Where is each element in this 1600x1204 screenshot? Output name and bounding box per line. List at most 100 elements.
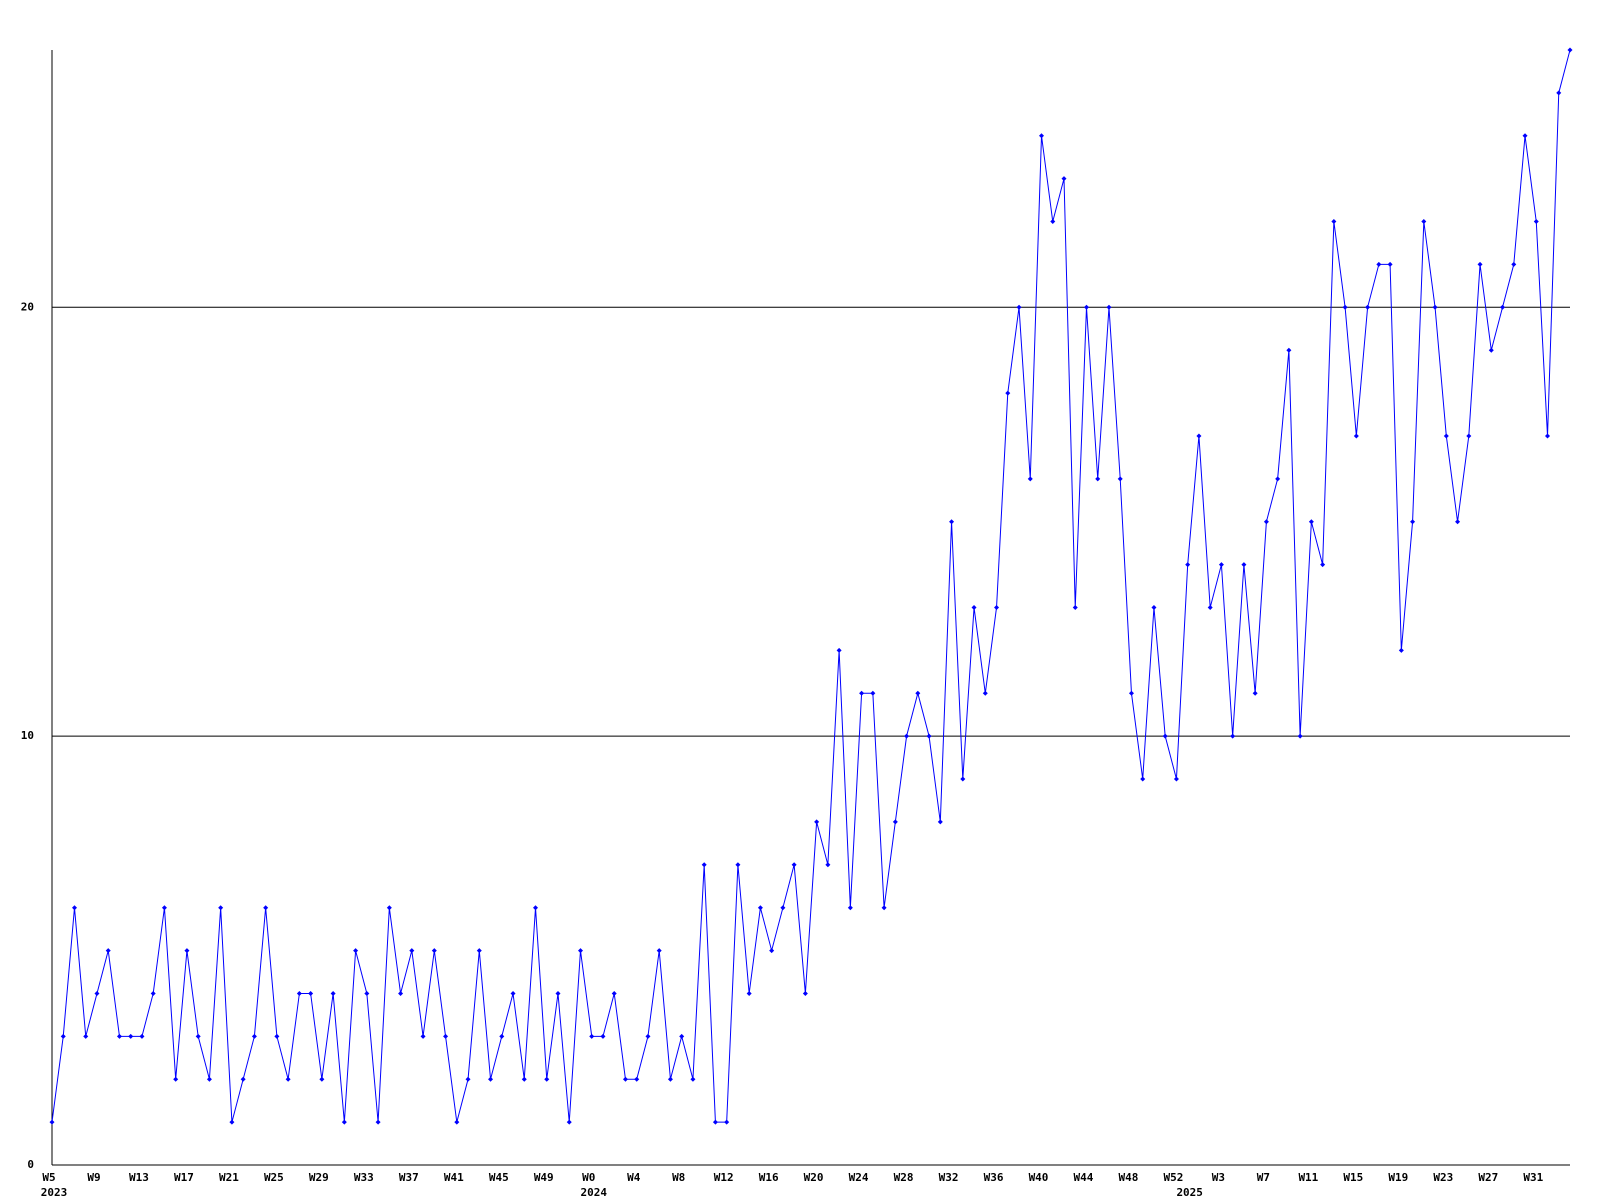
data-point bbox=[1365, 304, 1371, 310]
data-point bbox=[1151, 605, 1157, 610]
data-point bbox=[1050, 219, 1056, 225]
data-point bbox=[206, 1076, 212, 1082]
x-tick-label: W0 bbox=[582, 1171, 595, 1184]
x-tick-label: W52 bbox=[1164, 1171, 1184, 1184]
x-tick-label: W24 bbox=[849, 1171, 869, 1184]
data-point bbox=[105, 948, 111, 954]
data-point bbox=[1252, 690, 1258, 696]
data-point bbox=[49, 1119, 55, 1125]
x-tick-label: W17 bbox=[174, 1171, 194, 1184]
data-point bbox=[1117, 476, 1123, 482]
data-point bbox=[1455, 519, 1461, 525]
data-point bbox=[814, 819, 820, 825]
data-point bbox=[443, 1033, 449, 1039]
data-point bbox=[870, 690, 876, 696]
x-tick-label: W32 bbox=[939, 1171, 959, 1184]
year-label: 2023 bbox=[41, 1186, 68, 1199]
data-point bbox=[251, 1033, 257, 1039]
data-point bbox=[746, 990, 752, 996]
data-point bbox=[274, 1033, 280, 1039]
data-point bbox=[949, 519, 955, 525]
data-point bbox=[184, 948, 190, 954]
data-point bbox=[1263, 519, 1269, 525]
x-tick-label: W31 bbox=[1523, 1171, 1543, 1184]
x-tick-label: W9 bbox=[87, 1171, 100, 1184]
data-point bbox=[566, 1119, 572, 1125]
x-tick-label: W12 bbox=[714, 1171, 734, 1184]
data-point bbox=[1128, 690, 1134, 696]
data-point bbox=[319, 1076, 325, 1082]
data-point bbox=[353, 948, 359, 954]
year-label: 2024 bbox=[580, 1186, 607, 1199]
data-point bbox=[1162, 733, 1168, 739]
data-point bbox=[1308, 519, 1314, 525]
y-tick-label: 10 bbox=[21, 729, 34, 742]
year-label: 2025 bbox=[1176, 1186, 1203, 1199]
data-point bbox=[150, 990, 156, 996]
data-point bbox=[296, 990, 302, 996]
data-point bbox=[926, 733, 932, 739]
data-point bbox=[420, 1033, 426, 1039]
data-point bbox=[915, 690, 921, 696]
x-tick-label: W44 bbox=[1074, 1171, 1094, 1184]
data-point bbox=[1511, 261, 1517, 267]
data-point bbox=[769, 948, 775, 954]
x-tick-label: W7 bbox=[1257, 1171, 1270, 1184]
data-point bbox=[1410, 519, 1416, 525]
data-point bbox=[1500, 304, 1506, 310]
data-point bbox=[1331, 219, 1337, 225]
x-tick-label: W16 bbox=[759, 1171, 779, 1184]
x-tick-label: W40 bbox=[1029, 1171, 1049, 1184]
data-point bbox=[622, 1076, 628, 1082]
data-point bbox=[1016, 304, 1022, 310]
data-point bbox=[1567, 47, 1573, 53]
data-point bbox=[802, 990, 808, 996]
data-point bbox=[892, 819, 898, 825]
data-point bbox=[1421, 219, 1427, 225]
data-point bbox=[285, 1076, 291, 1082]
data-point bbox=[1443, 433, 1449, 439]
data-point bbox=[1387, 261, 1393, 267]
data-point bbox=[499, 1033, 505, 1039]
data-point bbox=[229, 1119, 235, 1125]
data-point bbox=[431, 948, 437, 954]
data-point bbox=[510, 990, 516, 996]
x-tick-label: W49 bbox=[534, 1171, 554, 1184]
data-point bbox=[1095, 476, 1101, 482]
data-point bbox=[679, 1033, 685, 1039]
data-point bbox=[83, 1033, 89, 1039]
data-point bbox=[218, 905, 224, 911]
data-point bbox=[555, 990, 561, 996]
data-point bbox=[60, 1033, 66, 1039]
data-point bbox=[960, 776, 966, 782]
x-tick-label: W4 bbox=[627, 1171, 641, 1184]
data-point bbox=[1275, 476, 1281, 482]
data-point bbox=[1241, 562, 1247, 568]
data-point bbox=[398, 990, 404, 996]
data-point bbox=[994, 605, 1000, 610]
data-point bbox=[1173, 776, 1179, 782]
data-point bbox=[847, 905, 853, 911]
data-point bbox=[1545, 433, 1551, 439]
data-point bbox=[263, 905, 269, 911]
data-point bbox=[1466, 433, 1472, 439]
data-point bbox=[1083, 304, 1089, 310]
data-point bbox=[1196, 433, 1202, 439]
data-point bbox=[791, 862, 797, 868]
x-tick-label: W45 bbox=[489, 1171, 509, 1184]
x-tick-label: W21 bbox=[219, 1171, 239, 1184]
data-point bbox=[645, 1033, 651, 1039]
data-point bbox=[859, 690, 865, 696]
data-point bbox=[330, 990, 336, 996]
data-point bbox=[521, 1076, 527, 1082]
data-point bbox=[1477, 261, 1483, 267]
data-point bbox=[937, 819, 943, 825]
x-tick-label: W8 bbox=[672, 1171, 685, 1184]
data-point bbox=[1297, 733, 1303, 739]
data-point bbox=[454, 1119, 460, 1125]
data-point bbox=[780, 905, 786, 911]
data-point bbox=[476, 948, 482, 954]
x-tick-label: W11 bbox=[1298, 1171, 1318, 1184]
data-point bbox=[341, 1119, 347, 1125]
data-point bbox=[173, 1076, 179, 1082]
